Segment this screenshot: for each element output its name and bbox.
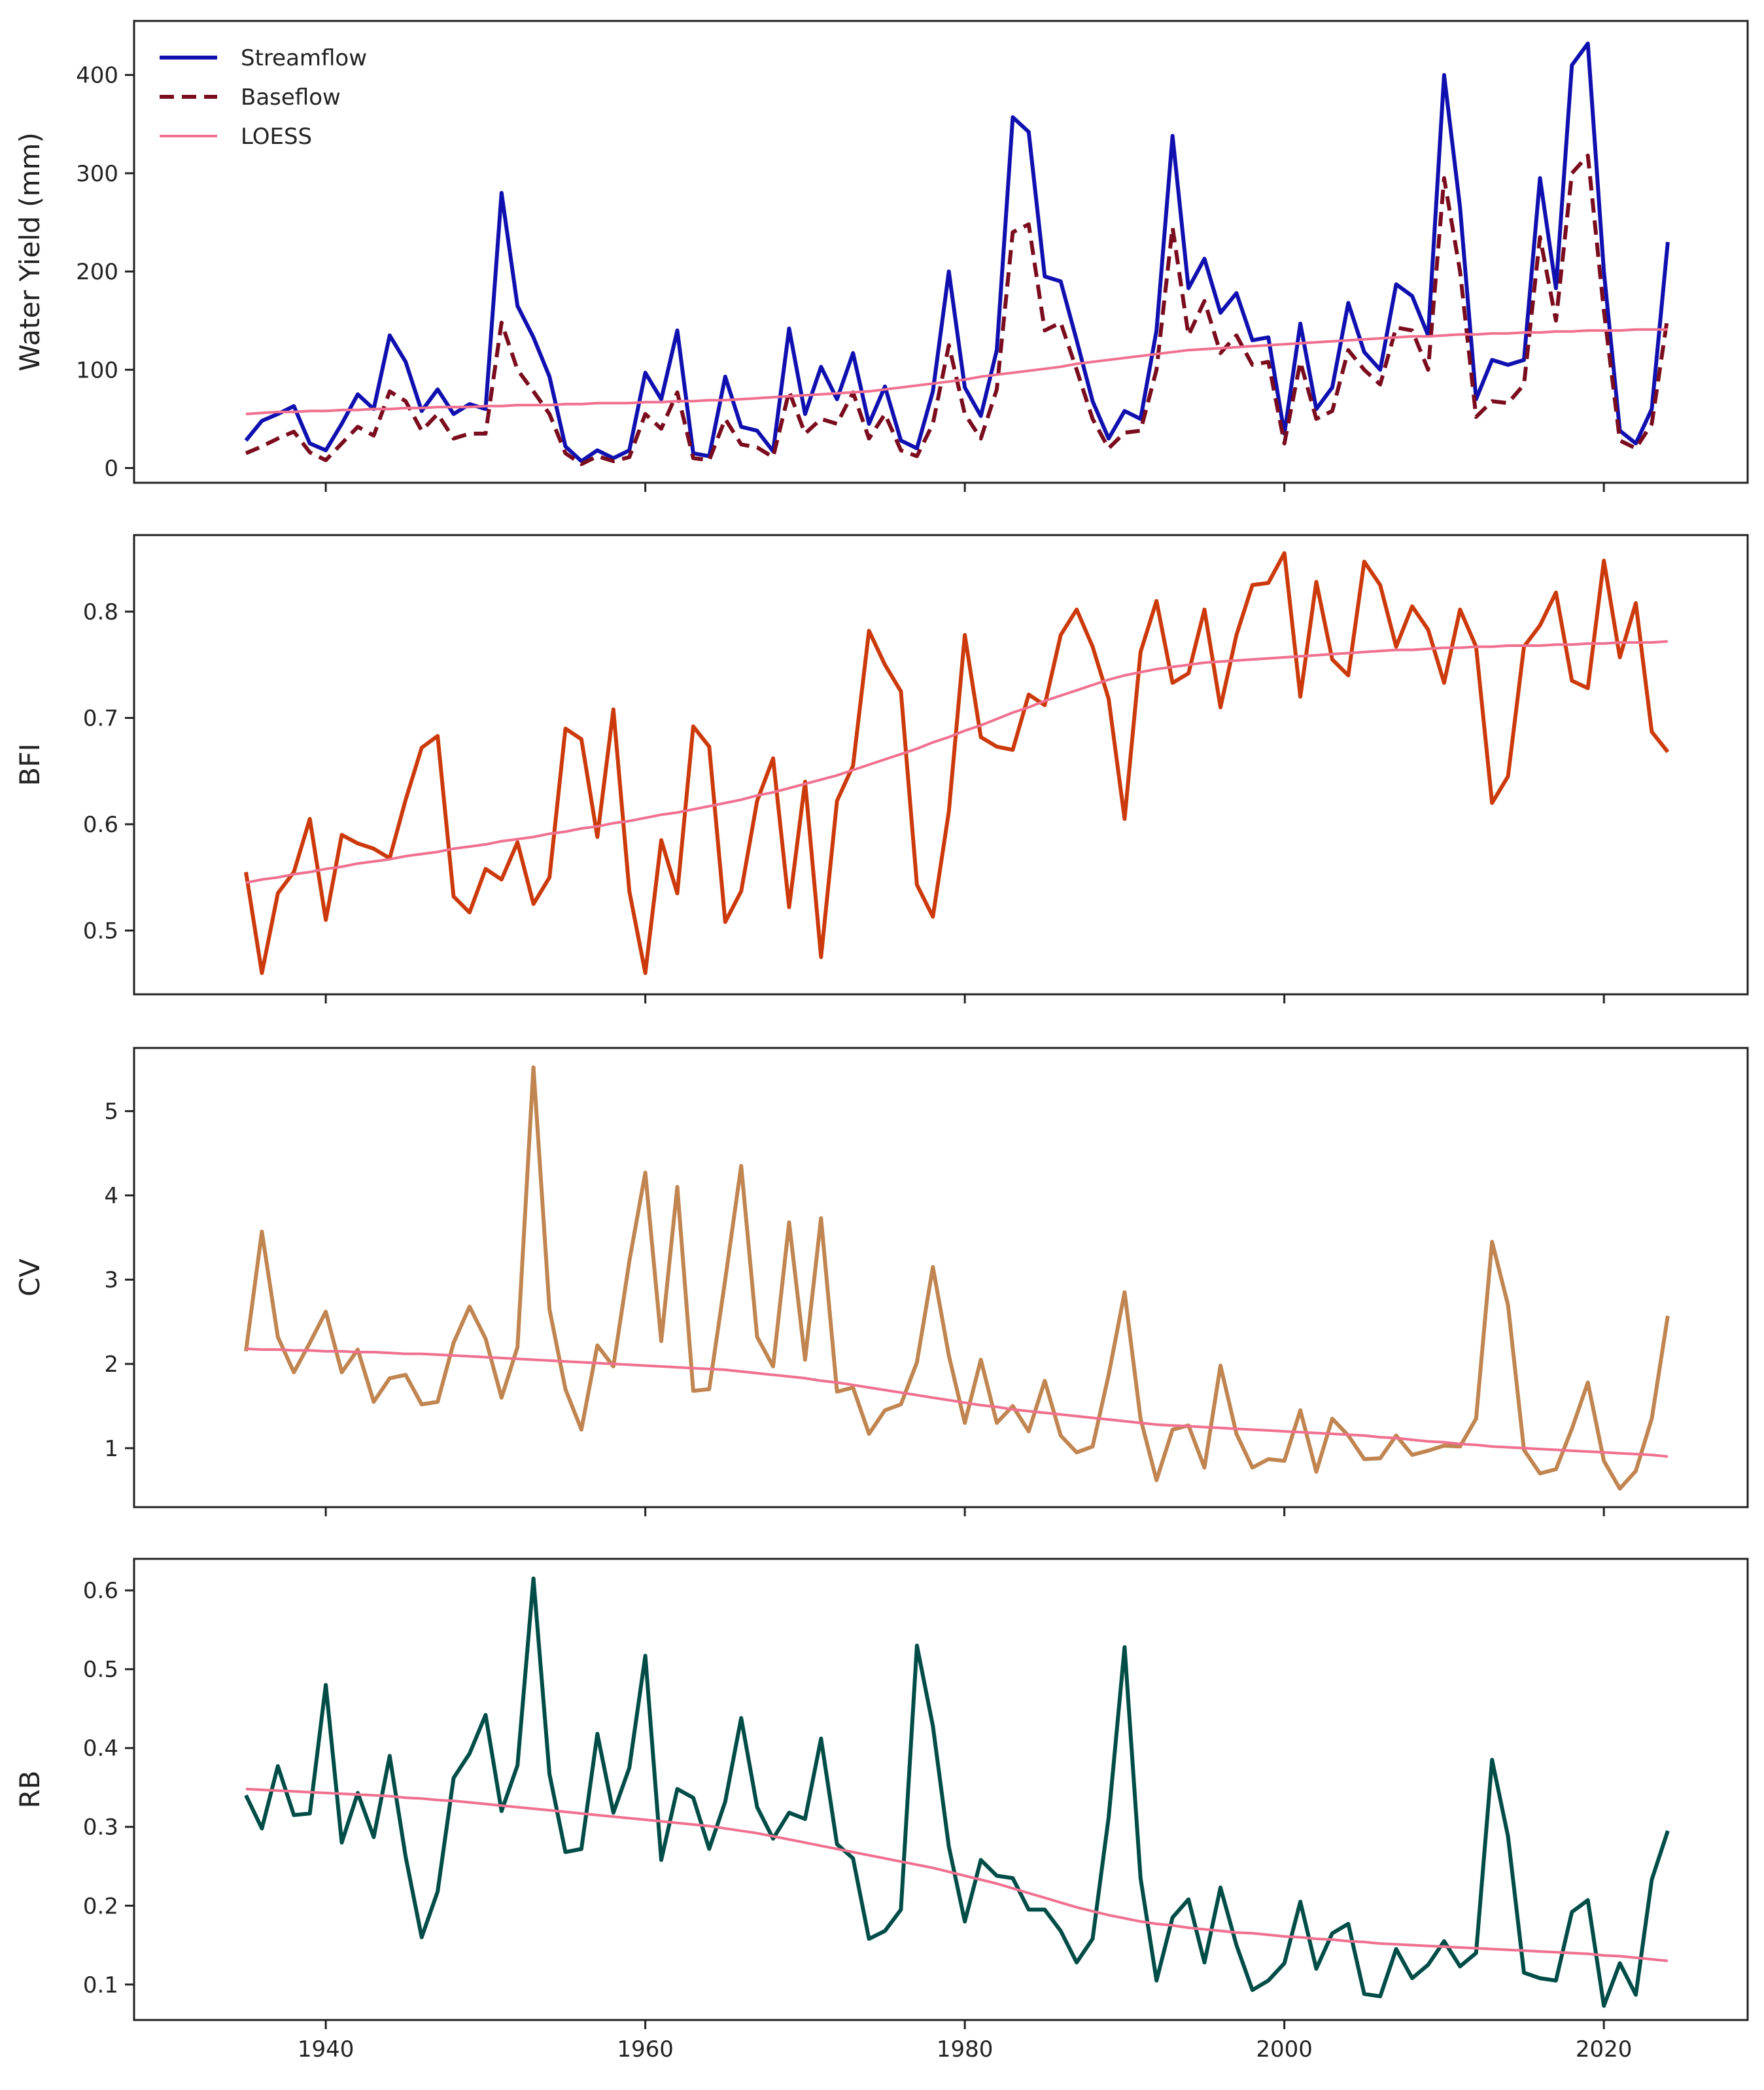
y-axis-label: CV: [14, 1259, 46, 1297]
y-tick-label: 2: [104, 1351, 118, 1378]
axes-frame: [133, 20, 1749, 484]
series-line-streamflow: [244, 41, 1670, 463]
y-tick-label: 0.1: [83, 1972, 118, 1998]
y-tick-label: 5: [104, 1099, 118, 1125]
y-tick-label: 0.6: [83, 812, 118, 838]
panel-bfi: 0.5 0.6 0.7 0.8 BFI: [14, 534, 1749, 1003]
y-tick-label: 300: [76, 161, 118, 187]
y-tick-label: 4: [104, 1183, 118, 1209]
y-axis-label: BFI: [14, 743, 46, 786]
y-tick-label: 400: [76, 63, 118, 89]
y-tick-label: 0.3: [83, 1815, 118, 1841]
x-tick-label: 2000: [1256, 2036, 1313, 2063]
x-tick-label: 1960: [617, 2036, 674, 2063]
x-tick-label: 1940: [298, 2036, 355, 2063]
series-line-loess: [245, 1787, 1669, 1962]
series-line-loess: [245, 640, 1669, 884]
series-line-rb: [244, 1576, 1670, 2008]
y-axis-label: Water Yield (mm): [14, 132, 46, 371]
axes-frame: [133, 1558, 1749, 2021]
y-tick-label: 0.2: [83, 1893, 118, 1919]
y-tick-label: 0.6: [83, 1578, 118, 1604]
series-line-bfi: [244, 551, 1670, 975]
legend-label: Baseflow: [241, 84, 341, 111]
y-tick-label: 0: [104, 455, 118, 481]
panel-water-yield-mm: 0 100 200 300 400 Water Yield (mm) Streamflow B…: [14, 20, 1749, 492]
x-tick-label: 2020: [1576, 2036, 1633, 2063]
legend: Streamflow Baseflow LOESS: [160, 45, 367, 150]
axes-frame: [133, 534, 1749, 996]
y-tick-label: 1: [104, 1436, 118, 1462]
panel-cv: 1 2 3 4 5 CV: [14, 1047, 1749, 1516]
y-tick-label: 100: [76, 357, 118, 383]
series-line-loess: [245, 1347, 1669, 1458]
axes-frame: [133, 1047, 1749, 1508]
y-tick-label: 0.4: [83, 1735, 118, 1762]
y-tick-label: 0.5: [83, 918, 118, 945]
x-tick-label: 1980: [937, 2036, 994, 2063]
legend-label: LOESS: [241, 124, 312, 150]
series-line-cv: [244, 1065, 1670, 1491]
y-tick-label: 200: [76, 259, 118, 285]
y-tick-label: 0.5: [83, 1657, 118, 1683]
legend-label: Streamflow: [241, 45, 367, 71]
panel-rb: 0.1 0.2 0.3 0.4 0.5 0.6 1940 1960 1980 2000 2020 RB: [14, 1558, 1749, 2063]
series-line-loess: [245, 328, 1668, 415]
y-tick-label: 3: [104, 1267, 118, 1293]
y-tick-label: 0.7: [83, 706, 118, 732]
y-tick-label: 0.8: [83, 599, 118, 625]
y-axis-label: RB: [14, 1771, 46, 1809]
